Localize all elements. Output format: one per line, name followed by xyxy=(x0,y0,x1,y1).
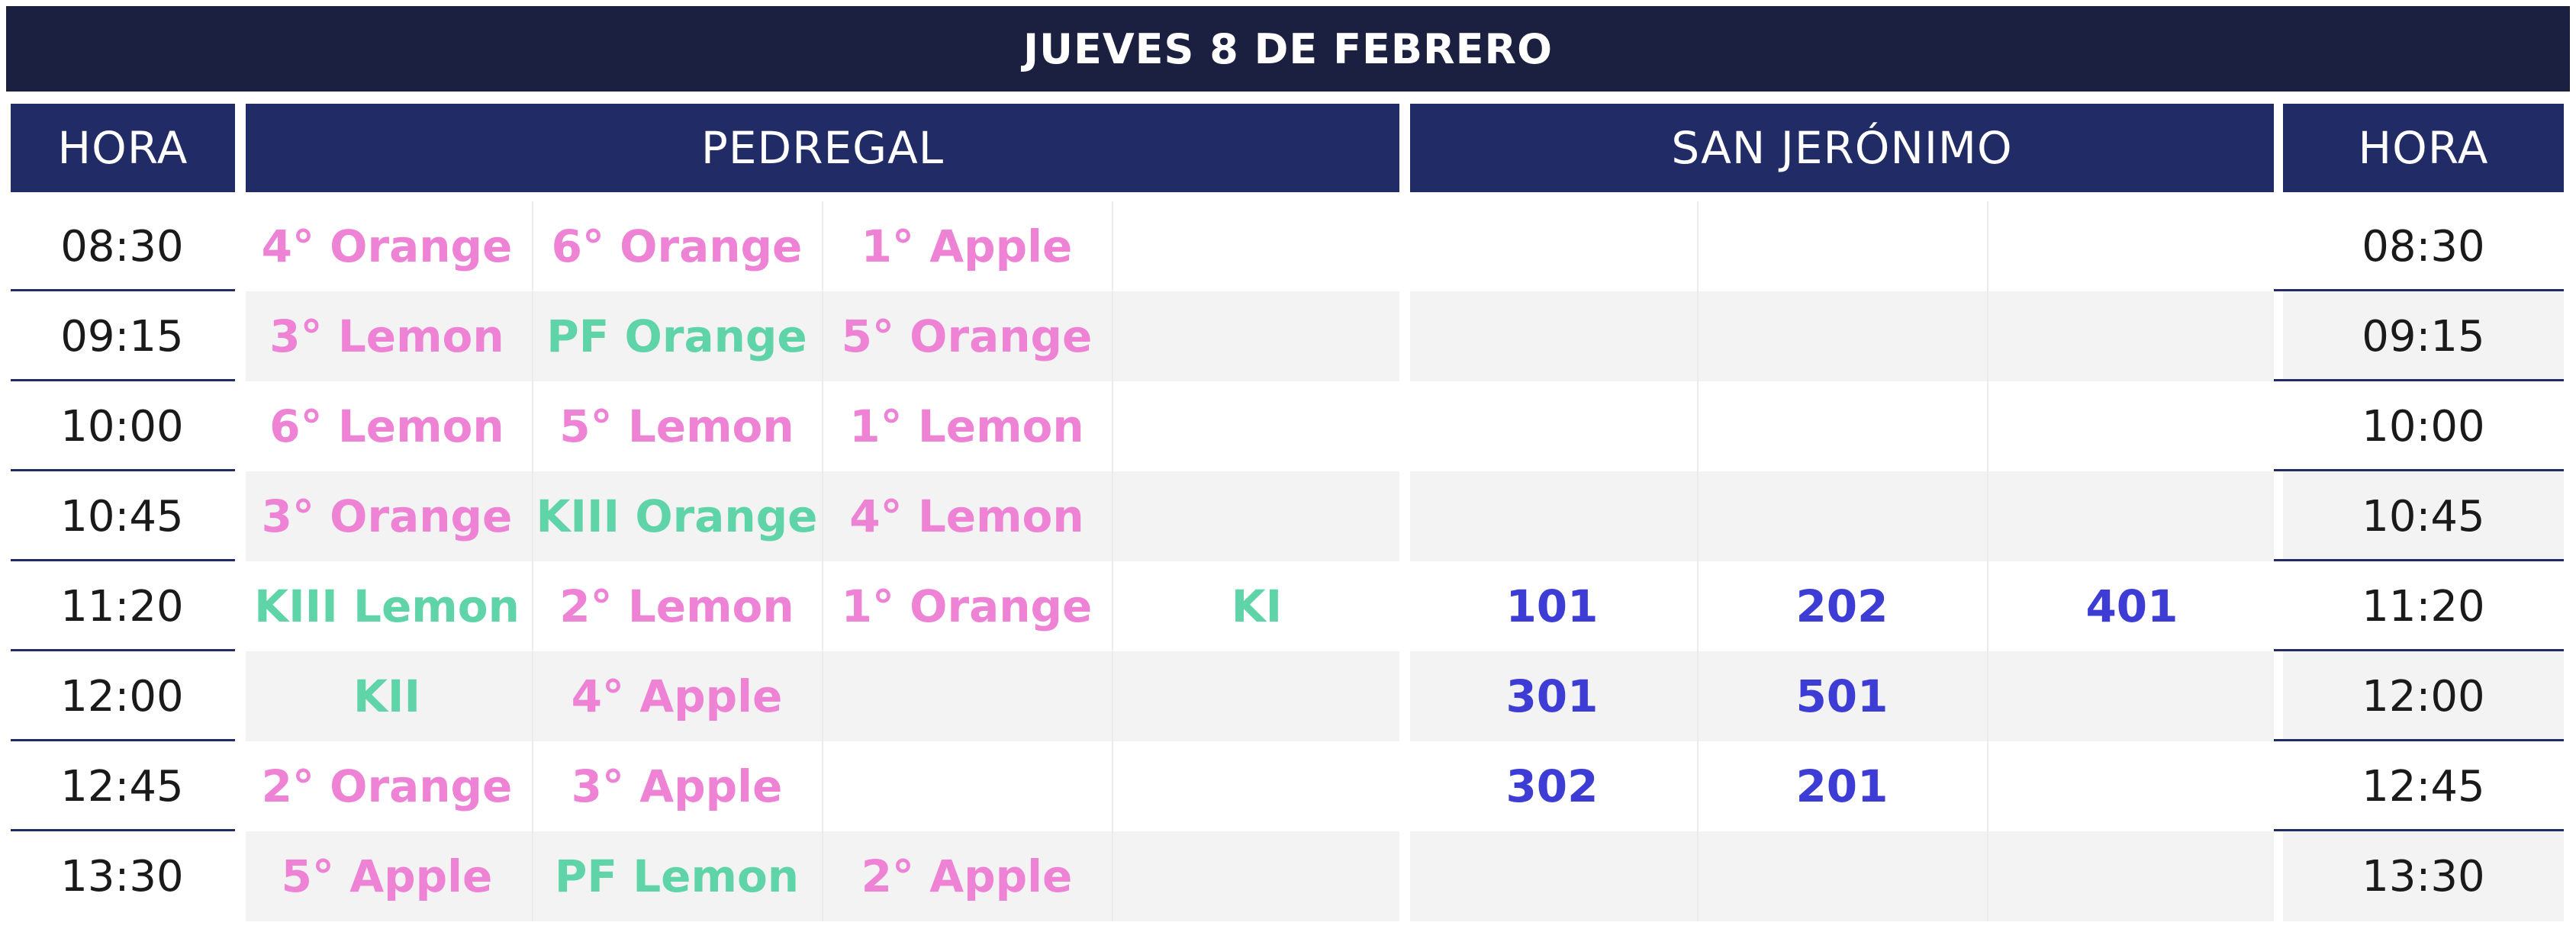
row-band xyxy=(2283,291,2564,381)
class-cell-pedregal: 1° Lemon xyxy=(849,400,1084,452)
column-divider xyxy=(532,201,533,921)
time-cell-right: 13:30 xyxy=(2362,851,2485,901)
class-cell-pedregal: KIII Orange xyxy=(536,490,818,542)
time-cell-left: 13:30 xyxy=(60,851,184,901)
class-cell-pedregal: 3° Apple xyxy=(571,760,783,812)
header-san-jeronimo: SAN JERÓNIMO xyxy=(1410,104,2274,192)
header-hora-left: HORA xyxy=(11,104,235,192)
class-cell-pedregal: 3° Orange xyxy=(261,490,513,542)
time-divider xyxy=(11,469,235,471)
time-cell-left: 11:20 xyxy=(60,581,184,632)
class-cell-pedregal: 6° Orange xyxy=(551,220,803,272)
time-cell-left: 10:45 xyxy=(60,491,184,542)
time-cell-right: 08:30 xyxy=(2362,221,2485,272)
class-cell-san-jeronimo: 301 xyxy=(1505,670,1599,722)
time-divider xyxy=(2274,469,2564,471)
page-title: JUEVES 8 DE FEBRERO xyxy=(6,6,2570,92)
class-cell-pedregal: 3° Lemon xyxy=(269,310,504,362)
time-cell-right: 11:20 xyxy=(2362,581,2485,632)
class-cell-pedregal: 5° Lemon xyxy=(559,400,794,452)
class-cell-pedregal: 2° Orange xyxy=(261,760,513,812)
time-cell-right: 10:00 xyxy=(2362,401,2485,452)
class-cell-pedregal: 5° Orange xyxy=(841,310,1093,362)
class-cell-pedregal: 4° Orange xyxy=(261,220,513,272)
column-divider xyxy=(1987,201,1988,921)
class-cell-pedregal: 4° Lemon xyxy=(849,490,1084,542)
time-divider xyxy=(11,829,235,831)
time-cell-left: 12:00 xyxy=(60,671,184,721)
row-band xyxy=(1410,651,2274,741)
time-divider xyxy=(11,289,235,291)
time-divider xyxy=(2274,289,2564,291)
time-divider xyxy=(11,739,235,741)
time-cell-right: 12:45 xyxy=(2362,761,2485,811)
class-cell-pedregal: PF Orange xyxy=(546,310,807,362)
row-band xyxy=(1410,291,2274,381)
class-cell-san-jeronimo: 101 xyxy=(1505,580,1599,632)
class-cell-pedregal: 5° Apple xyxy=(281,850,493,902)
time-cell-right: 12:00 xyxy=(2362,671,2485,721)
class-cell-pedregal: 2° Apple xyxy=(861,850,1073,902)
class-cell-pedregal: 1° Apple xyxy=(861,220,1073,272)
row-band xyxy=(2283,471,2564,561)
row-band xyxy=(2283,831,2564,921)
class-cell-san-jeronimo: 302 xyxy=(1505,760,1599,812)
time-divider xyxy=(2274,379,2564,381)
class-cell-pedregal: PF Lemon xyxy=(554,850,800,902)
time-divider xyxy=(2274,559,2564,561)
class-cell-pedregal: 6° Lemon xyxy=(269,400,504,452)
time-cell-left: 12:45 xyxy=(60,761,184,811)
time-divider xyxy=(11,649,235,651)
time-cell-right: 09:15 xyxy=(2362,311,2485,362)
class-cell-pedregal: 2° Lemon xyxy=(559,580,794,632)
header-hora-right: HORA xyxy=(2283,104,2564,192)
class-cell-pedregal: 4° Apple xyxy=(571,670,783,722)
class-cell-san-jeronimo: 201 xyxy=(1795,760,1889,812)
row-band xyxy=(1410,471,2274,561)
time-cell-left: 10:00 xyxy=(60,401,184,452)
time-divider xyxy=(11,379,235,381)
class-cell-pedregal: 1° Orange xyxy=(841,580,1093,632)
class-cell-san-jeronimo: 501 xyxy=(1795,670,1889,722)
time-divider xyxy=(2274,829,2564,831)
time-cell-left: 09:15 xyxy=(60,311,184,362)
class-cell-san-jeronimo: 202 xyxy=(1795,580,1889,632)
row-band xyxy=(1410,831,2274,921)
time-divider xyxy=(2274,649,2564,651)
class-cell-pedregal: KII xyxy=(353,670,421,722)
header-pedregal: PEDREGAL xyxy=(246,104,1399,192)
time-divider xyxy=(2274,739,2564,741)
time-cell-right: 10:45 xyxy=(2362,491,2485,542)
row-band xyxy=(2283,651,2564,741)
time-divider xyxy=(11,559,235,561)
class-cell-san-jeronimo: 401 xyxy=(2085,580,2178,632)
column-divider xyxy=(822,201,823,921)
class-cell-pedregal: KI xyxy=(1231,580,1283,632)
time-cell-left: 08:30 xyxy=(60,221,184,272)
column-divider xyxy=(1697,201,1699,921)
column-divider xyxy=(1112,201,1113,921)
class-cell-pedregal: KIII Lemon xyxy=(254,580,520,632)
